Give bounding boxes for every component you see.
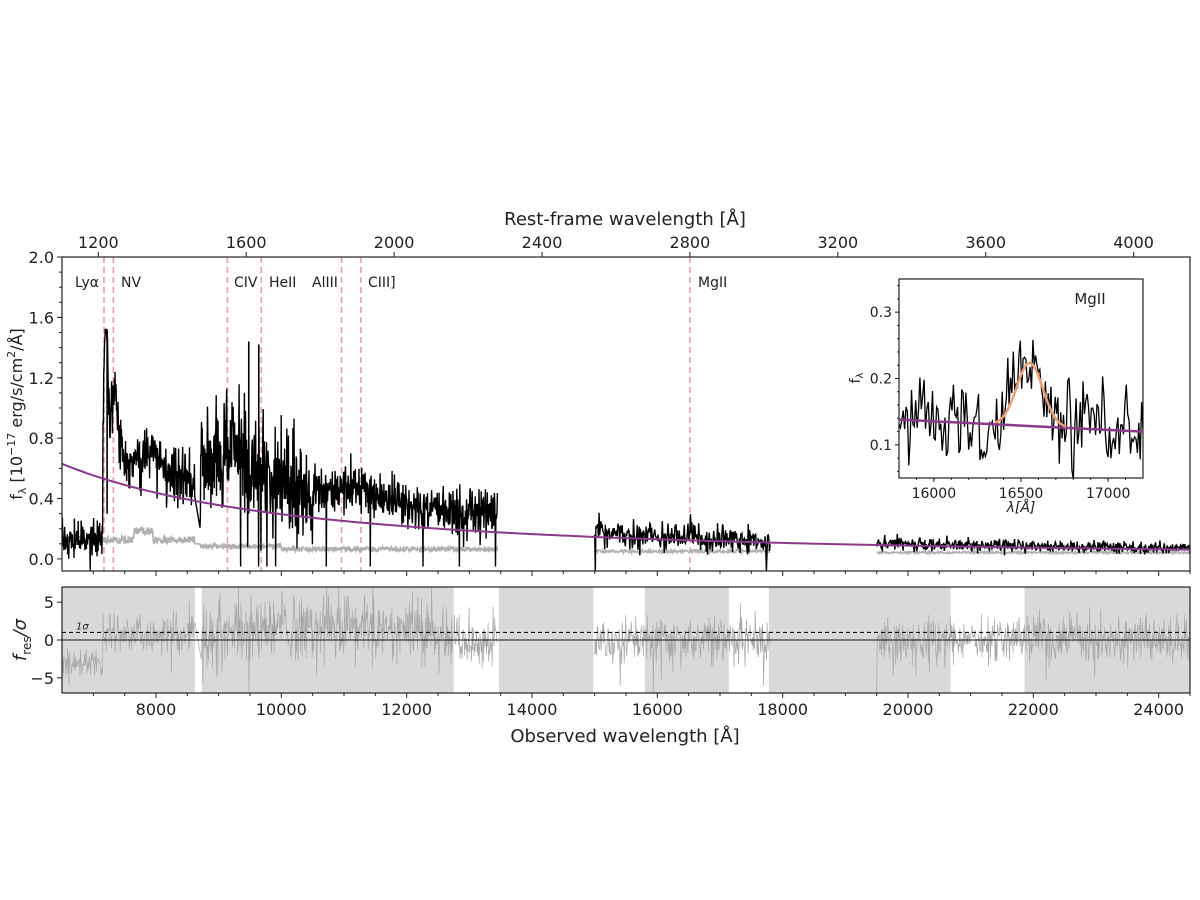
emission-line-label: CIII]: [368, 275, 396, 291]
top-x-tick-label: 2400: [522, 233, 563, 252]
error-spectrum-line: [593, 547, 771, 556]
flux-spectrum-line: [61, 328, 499, 572]
bottom-axis-title: Observed wavelength [Å]: [510, 725, 739, 747]
inset-y-tick-label: 0.2: [870, 372, 892, 388]
main-ylabel: fλ [10−17 erg/s/cm2/Å]: [5, 328, 29, 500]
flux-spectrum-line: [594, 512, 771, 572]
res-x-tick-label: 16000: [632, 700, 683, 719]
inset-x-tick-label: 16000: [912, 486, 957, 502]
residual-line: [62, 587, 498, 693]
res-x-tick-label: 14000: [507, 700, 558, 719]
residual-panel: 1σ −5 0 5 8000 10000 12000 14000 16000 18000 20000…: [30, 586, 1191, 719]
top-axis-title: Rest-frame wavelength [Å]: [504, 208, 746, 230]
y-tick-label: 1.6: [29, 308, 54, 327]
top-x-tick-label: 1200: [78, 233, 119, 252]
res-x-tick-label: 10000: [256, 700, 307, 719]
res-y-tick-label: −5: [30, 669, 54, 688]
residual-line: [594, 602, 771, 693]
y-tick-label: 0.8: [29, 429, 54, 448]
inset-flux-line: [899, 339, 1143, 478]
top-x-tick-label: 1600: [226, 233, 267, 252]
inset-gaussian-fit: [994, 361, 1067, 428]
top-x-tick-label: 4000: [1113, 233, 1154, 252]
y-tick-label: 0.4: [29, 490, 54, 509]
error-spectrum-line: [876, 548, 1191, 557]
top-x-tick-label: 2000: [374, 233, 415, 252]
inset-x-tick-label: 16500: [999, 486, 1044, 502]
inset-xlabel: λ[Å]: [1006, 499, 1036, 516]
emission-line-label: CIV: [234, 275, 258, 291]
mgii-inset-panel: MgII 0.1 0.2 0.3 16000 16500 17000 λ[Å] fλ: [848, 278, 1144, 516]
y-tick-label: 0.0: [29, 550, 54, 569]
residual-ylabel: fres/σ: [10, 618, 34, 661]
inset-title: MgII: [1074, 290, 1105, 308]
top-x-tick-label: 3600: [965, 233, 1006, 252]
emission-line-label: MgII: [698, 275, 727, 291]
main-spectrum-panel: Lyα NV CIV HeII AlIII CIII] MgII 0.0 0.4 0.8 1.2 1.…: [29, 233, 1191, 576]
emission-line-label: NV: [121, 275, 141, 291]
inset-y-tick-label: 0.1: [870, 438, 892, 454]
residual-line: [876, 607, 1190, 693]
top-x-tick-label: 3200: [817, 233, 858, 252]
res-x-tick-label: 18000: [757, 700, 808, 719]
emission-line-label: HeII: [269, 275, 296, 291]
inset-ylabel: fλ: [848, 372, 866, 383]
y-tick-label: 1.2: [29, 369, 54, 388]
res-x-tick-label: 22000: [1008, 700, 1059, 719]
inset-continuum-line: [899, 418, 1143, 433]
emission-line-label: Lyα: [75, 275, 99, 291]
inset-x-tick-label: 17000: [1086, 486, 1131, 502]
res-x-tick-label: 20000: [883, 700, 934, 719]
res-x-tick-label: 12000: [381, 700, 432, 719]
res-x-tick-label: 24000: [1133, 700, 1184, 719]
one-sigma-label: 1σ: [76, 621, 89, 632]
error-spectrum-line: [61, 524, 499, 555]
inset-y-tick-label: 0.3: [870, 305, 892, 321]
top-x-tick-label: 2800: [670, 233, 711, 252]
continuum-model-line: [61, 462, 1191, 551]
res-x-tick-label: 8000: [136, 700, 177, 719]
res-y-tick-label: 5: [44, 593, 54, 612]
emission-line-label: AlIII: [312, 275, 338, 291]
res-y-tick-label: 0: [44, 631, 54, 650]
y-tick-label: 2.0: [29, 248, 54, 267]
